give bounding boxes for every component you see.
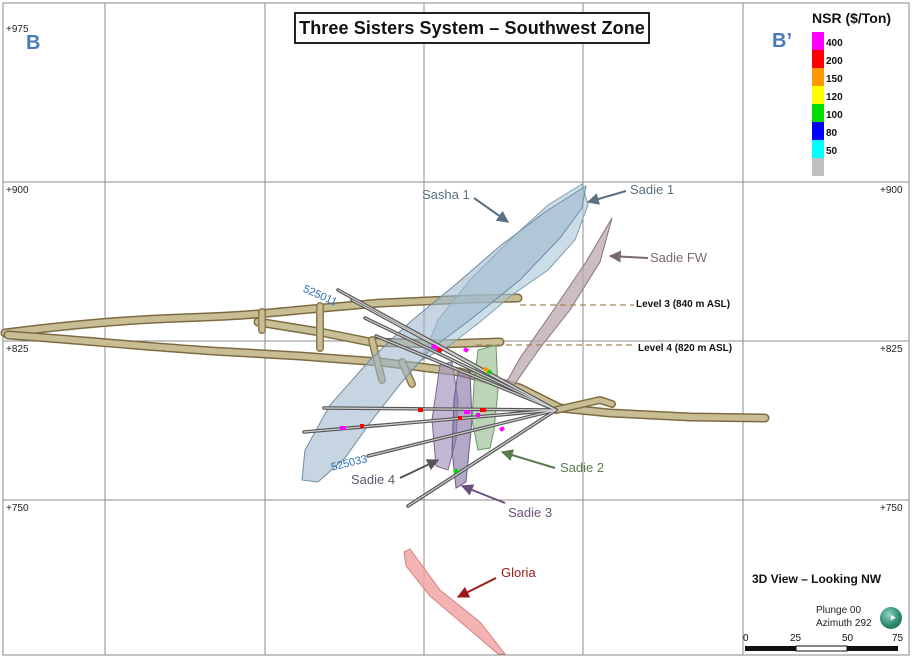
assay-200	[437, 347, 443, 353]
gloria-label: Gloria	[501, 565, 536, 580]
section-label-right: B’	[772, 30, 792, 52]
legend-swatch	[812, 104, 824, 122]
drillhole-highlight	[375, 335, 557, 411]
legend-swatch	[812, 158, 824, 176]
elevation-label: +750	[6, 503, 29, 514]
sadie-2-zone	[471, 344, 499, 451]
drillhole-highlight	[364, 317, 557, 411]
legend-value: 50	[826, 146, 838, 157]
sadie1-arrow	[586, 190, 627, 205]
scale-tick-label: 0	[743, 633, 749, 644]
sadie-fw-arrow	[608, 250, 649, 263]
orientation-globe-icon	[880, 607, 902, 629]
scale-segment-dark	[745, 646, 796, 651]
legend-value: 400	[826, 38, 843, 49]
elevation-label: +975	[6, 24, 29, 35]
azimuth-label: Azimuth 292	[816, 618, 872, 629]
section-label-left: B	[26, 32, 41, 54]
sadie3-label: Sadie 3	[508, 505, 553, 520]
legend-value: 200	[826, 56, 843, 67]
view-direction-label: 3D View – Looking NW	[752, 572, 882, 586]
sadie2-arrow	[500, 449, 556, 469]
sadie1-label: Sadie 1	[630, 182, 675, 197]
legend-value: 100	[826, 110, 843, 121]
level-lines	[476, 304, 636, 346]
leader-arrows	[399, 190, 649, 598]
scale-tick-label: 25	[790, 633, 802, 644]
legend-title: NSR ($/Ton)	[812, 10, 892, 26]
sadie4-label: Sadie 4	[351, 472, 396, 487]
assay-100	[453, 468, 459, 474]
grid	[3, 3, 909, 655]
elevation-label: +825	[6, 344, 29, 355]
elevation-label: +900	[6, 185, 29, 196]
sadie2-label: Sadie 2	[560, 460, 605, 475]
scale-bar	[745, 645, 898, 652]
legend-swatch	[812, 32, 824, 50]
drillhole-highlight	[367, 409, 557, 457]
sasha1-arrow	[473, 197, 509, 223]
nsr-legend: NSR ($/Ton) 400 200 150 120 100 80 50	[806, 4, 910, 176]
elevation-label: +900	[880, 185, 903, 196]
legend-value: 80	[826, 128, 838, 139]
map-title: Three Sisters System – Southwest Zone	[294, 12, 650, 44]
sasha1-label: Sasha 1	[422, 187, 470, 202]
raises-highlight	[259, 303, 415, 387]
level-3-label: Level 3 (840 m ASL)	[636, 299, 731, 310]
assay-400	[463, 347, 469, 353]
sadie-fw-label: Sadie FW	[650, 250, 708, 265]
legend-swatch	[812, 140, 824, 158]
scale-tick-label: 75	[892, 633, 904, 644]
legend-swatch	[812, 68, 824, 86]
assay-400	[430, 343, 440, 351]
legend-value: 120	[826, 92, 843, 103]
drillhole-highlight	[407, 409, 557, 507]
elevation-label: +750	[880, 503, 903, 514]
drillhole-highlight	[323, 407, 557, 411]
assay-400	[499, 426, 505, 432]
drift-level-3-highlight	[2, 295, 521, 336]
gloria-arrow	[456, 577, 497, 598]
scale-segment-dark	[847, 646, 898, 651]
assay-100	[486, 369, 493, 375]
stub-drift-highlight	[553, 397, 615, 413]
scale-segment-light	[795, 645, 848, 652]
legend-value: 150	[826, 74, 843, 85]
sadie4-arrow	[399, 459, 440, 479]
elevation-label: +825	[880, 344, 903, 355]
plunge-label: Plunge 00	[816, 605, 862, 616]
level-4-label: Level 4 (820 m ASL)	[638, 343, 733, 354]
north-arrow-icon: ▸	[891, 612, 896, 622]
legend-swatch	[812, 50, 824, 68]
sadie3-arrow	[460, 484, 506, 504]
legend-swatch	[812, 122, 824, 140]
scale-tick-label: 50	[842, 633, 854, 644]
assay-150	[482, 366, 490, 373]
gloria-zone	[403, 548, 507, 655]
drillhole-highlight	[351, 299, 557, 411]
legend-swatch	[812, 86, 824, 104]
assay-intercepts	[340, 343, 505, 474]
